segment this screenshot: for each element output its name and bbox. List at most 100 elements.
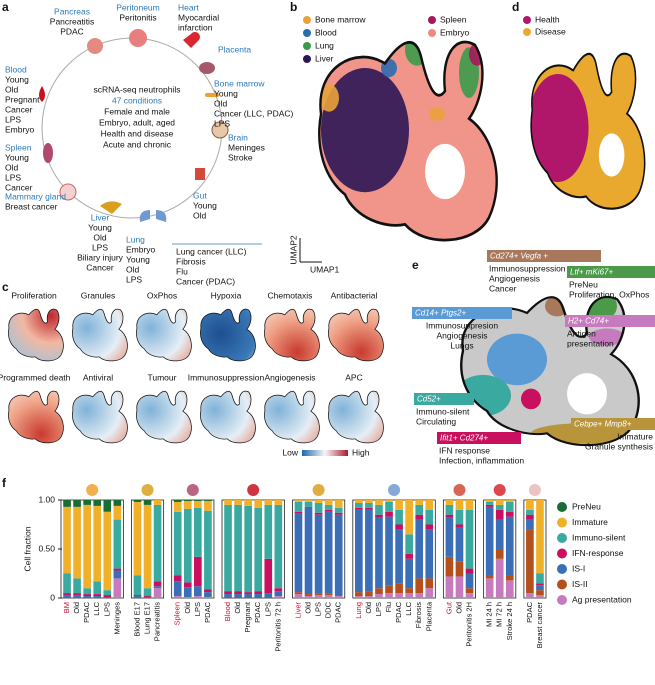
x-tick-label: MI 24 h (485, 602, 494, 627)
x-tick-label: LPS (314, 602, 323, 616)
bar-segment (495, 509, 504, 520)
map-title: Chemotaxis (268, 290, 313, 300)
bar-segment (153, 500, 162, 505)
legend-swatch (557, 579, 567, 590)
map-title: APC (345, 372, 362, 382)
cluster-marker: Cd274+ Vegfa + (490, 252, 548, 261)
x-tick-label: LLC (92, 601, 101, 615)
bar-segment (526, 500, 534, 510)
center-text: Embryo, adult, aged (99, 117, 175, 127)
cluster-box (565, 315, 655, 327)
organ-name: Heart (178, 2, 199, 12)
bar-segment (425, 524, 434, 530)
condition: Embryo (126, 244, 156, 254)
legend-label: IS-I (572, 563, 585, 573)
center-text: Female and male (104, 106, 170, 116)
bar-segment (103, 595, 112, 598)
cluster-box (487, 250, 601, 262)
score-map (72, 390, 128, 444)
bar-segment (153, 586, 162, 589)
organ-name: Placenta (218, 44, 251, 54)
x-tick-label: Flu (384, 602, 393, 612)
map-title: Programmed death (0, 372, 71, 382)
bar-segment (143, 500, 152, 505)
bar-segment (143, 597, 152, 598)
bar-segment (495, 519, 504, 549)
bar-segment (536, 573, 544, 584)
bar-segment (485, 506, 494, 576)
bar-segment (526, 593, 534, 598)
bar-segment (485, 500, 494, 502)
bar-segment (113, 578, 122, 598)
bar-segment (224, 504, 232, 592)
cluster-box (567, 266, 655, 278)
cluster-box (437, 432, 521, 444)
cluster-text: Infection, inflammation (439, 455, 524, 465)
organ-icons (39, 29, 229, 222)
bar-segment (73, 595, 81, 598)
umap-axes (299, 238, 322, 263)
map-gradient (72, 309, 128, 361)
bar-segment (405, 588, 413, 594)
colorbar (302, 450, 348, 456)
bar-segment (355, 592, 363, 597)
cluster-text: presentation (567, 338, 614, 348)
bar-segment (133, 596, 142, 598)
x-tick-label: Breast cancer (535, 602, 544, 649)
x-tick-label: Fibrosis (414, 602, 423, 629)
bar-segment (173, 596, 182, 598)
bar-segment (314, 593, 323, 596)
bar-segment (93, 581, 102, 595)
bar-segment (425, 588, 434, 598)
cluster-marker: Cd52+ (417, 395, 441, 404)
bar-segment (425, 529, 434, 579)
condition: Old (93, 232, 107, 242)
map-title: OxPhos (147, 290, 177, 300)
bar-segment (485, 504, 494, 507)
bar-segment (314, 512, 323, 515)
bar-segment (334, 514, 343, 596)
y-tick-label: 0 (50, 592, 55, 602)
cluster-marker: Ltf+ mKi67+ (570, 268, 613, 277)
condition: Young (126, 254, 150, 264)
condition: Young (88, 222, 112, 232)
legend-swatch (523, 16, 531, 24)
bar-segment (334, 512, 343, 515)
condition: infarction (178, 22, 213, 32)
bar-segment (526, 514, 534, 520)
umap-d (530, 52, 646, 210)
bar-segment (425, 578, 434, 589)
bar-segment (365, 502, 373, 508)
score-map (8, 390, 64, 444)
cluster-box (412, 307, 512, 319)
bar-segment (83, 588, 91, 595)
bar-segment (143, 504, 152, 589)
legend-label: Ag presentation (572, 594, 632, 604)
bar-segment (194, 500, 202, 501)
group-frame (60, 499, 124, 599)
umap-region (429, 107, 445, 121)
y-tick-label: 1.00 (38, 494, 55, 504)
cluster-text: Immature (617, 431, 653, 441)
umap-region (531, 73, 589, 182)
bar-segment (83, 596, 91, 598)
legend-swatch (557, 595, 567, 605)
map-fill (8, 391, 64, 443)
map-gradient (328, 391, 384, 443)
bar-segment (183, 500, 192, 501)
umap-region (405, 42, 429, 66)
x-tick-label: LPS (102, 602, 111, 616)
bar-segment (405, 593, 413, 598)
umap-region (321, 68, 409, 193)
condition: Young (193, 200, 217, 210)
bar-segment (194, 586, 202, 597)
group-frame (352, 499, 436, 599)
bar-segment (445, 514, 454, 518)
bar-segment (244, 505, 252, 593)
bar-segment (194, 596, 202, 598)
bar-segment (93, 594, 102, 597)
score-map (328, 390, 384, 444)
bar-segment (294, 594, 303, 598)
bar-segment (465, 568, 474, 574)
condition: Lung cancer (LLC) (176, 246, 247, 256)
